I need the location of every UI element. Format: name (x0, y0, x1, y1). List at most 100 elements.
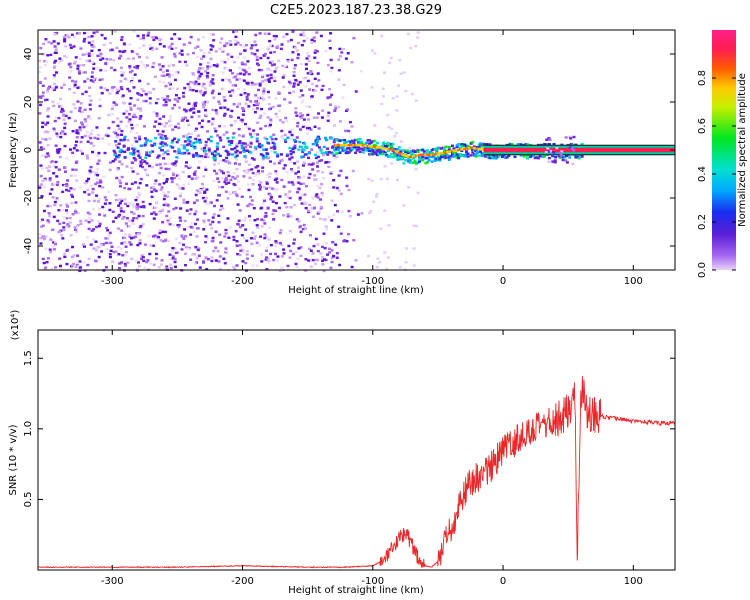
spectrogram-cell (155, 201, 159, 204)
spectrogram-cell (117, 245, 121, 249)
spectrogram-cell (244, 71, 248, 74)
spectrogram-cell (203, 103, 207, 107)
spectrogram-cell (95, 181, 99, 184)
spectrogram-cell (234, 155, 238, 159)
spectrogram-cell (300, 116, 304, 120)
spectrogram-cell (405, 152, 409, 155)
spectrogram-cell (211, 73, 215, 77)
spectrogram-cell (413, 154, 417, 158)
spectrogram-cell (194, 143, 198, 146)
spectrogram-cell (59, 105, 63, 108)
spectrogram-cell (110, 48, 114, 51)
spectrogram-cell (337, 225, 341, 228)
spectrogram-cell (54, 59, 58, 63)
spectrogram-cell (402, 162, 406, 165)
spectrogram-cell (218, 154, 222, 158)
spectrogram-cell (379, 227, 383, 230)
spectrogram-cell (316, 72, 320, 75)
spectrogram-cell (328, 251, 332, 254)
spectrogram-cell (577, 155, 581, 159)
spectrogram-cell (236, 41, 240, 45)
snr-y-ticks: 0.51.01.5 (23, 350, 675, 507)
spectrogram-cell (134, 115, 138, 119)
spectrogram-cell (229, 69, 233, 72)
spectrogram-cell (287, 40, 291, 43)
spectrogram-cell (223, 66, 227, 70)
spectrogram-cell (137, 232, 141, 236)
spectrogram-cell (203, 155, 207, 159)
spectrogram-cell (256, 218, 260, 221)
spectrogram-cell (97, 213, 101, 216)
spectrogram-cell (254, 43, 258, 47)
spectrogram-cell (138, 137, 142, 141)
spectrogram-cell (310, 41, 314, 45)
spectrogram-cell (66, 205, 70, 208)
spectrogram-cell (385, 267, 389, 271)
spectrogram-cell (111, 120, 115, 124)
spectrogram-cell (204, 70, 208, 73)
spectrogram-cell (268, 160, 272, 163)
spectrogram-cell (295, 136, 299, 139)
spectrogram-cell (75, 179, 79, 182)
spectrogram-cell (455, 149, 459, 152)
spectrogram-cell (264, 155, 268, 158)
spectrogram-cell (341, 149, 345, 152)
spectrogram-cell (38, 237, 42, 240)
spectrogram-cell (242, 108, 246, 111)
spectrogram-cell (413, 160, 417, 163)
spectrogram-cell (67, 116, 71, 120)
spectrogram-cell (116, 124, 120, 128)
spectrogram-cell (152, 38, 156, 42)
spectrogram-cell (263, 233, 267, 236)
spectrogram-cell (54, 266, 58, 269)
spectrogram-cell (332, 255, 336, 258)
spectrogram-cell (181, 91, 185, 95)
spectrogram-cell (327, 111, 331, 115)
spectrogram-cell (108, 253, 112, 256)
spectrogram-cell (425, 156, 429, 160)
spectrogram-cell (389, 146, 393, 149)
spectrogram-cell (295, 49, 299, 52)
spectrogram-cell (53, 32, 57, 36)
spectrogram-cell (120, 199, 124, 203)
spectrogram-cell (266, 157, 270, 160)
spectrogram-cell (204, 235, 208, 238)
spectrogram-cell (262, 148, 266, 152)
spectrogram-cell (262, 87, 266, 91)
spectrogram-cell (349, 144, 352, 147)
spectrogram-cell (266, 46, 270, 49)
spectrogram-cell (288, 158, 292, 161)
spectrogram-cell (282, 35, 286, 39)
spectrogram-cell (530, 154, 534, 157)
spectrogram-cell (309, 128, 313, 131)
spectrogram-cell (410, 92, 414, 96)
spectrogram-cell (139, 160, 143, 163)
spectrogram-cell (316, 249, 320, 253)
snr-background (38, 330, 675, 570)
spectrogram-cell (120, 35, 124, 39)
spectrogram-cell (273, 77, 277, 81)
spectrogram-cell (266, 74, 270, 77)
spectrogram-cell (212, 179, 216, 183)
spectrogram-cell (55, 197, 59, 200)
spectrogram-cell (274, 209, 278, 213)
spectrogram-cell (118, 185, 122, 188)
spectrogram-cell (123, 233, 127, 236)
spectrogram-cell (182, 198, 186, 202)
spectrogram-cell (105, 226, 109, 230)
spectrogram-cell (122, 215, 126, 219)
spectrogram-cell (76, 86, 80, 89)
spectrogram-cell (223, 262, 227, 265)
spectrogram-cell (301, 99, 305, 102)
spectrogram-cell (154, 36, 158, 40)
spectrogram-cell (330, 256, 334, 260)
spectrogram-cell (357, 138, 361, 141)
snr-x-ticks: -300 -200 -100 0 100 (101, 330, 643, 587)
spectrogram-cell (174, 160, 178, 163)
spectrogram-cell (176, 157, 180, 160)
spectrogram-cell (90, 53, 94, 57)
spectrogram-cell (460, 149, 464, 152)
spectrogram-cell (519, 154, 523, 157)
spectrogram-cell (183, 140, 187, 143)
spectrogram-cell (76, 224, 80, 227)
